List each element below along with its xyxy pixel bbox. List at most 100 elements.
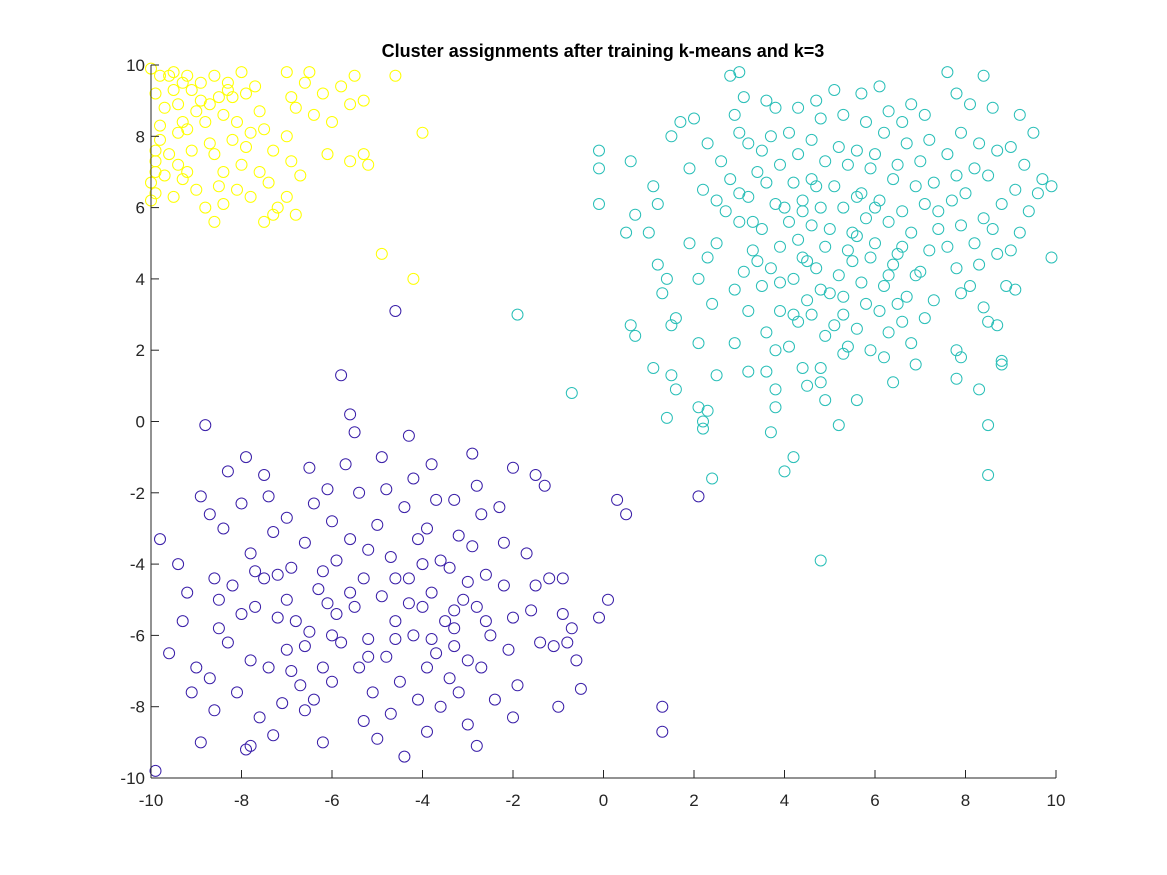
point-s1-107 <box>832 141 845 153</box>
point-s1-56 <box>769 101 782 114</box>
point-s2-143 <box>611 493 624 506</box>
point-s1-64 <box>764 262 777 275</box>
point-s0-32 <box>212 91 225 104</box>
point-s2-38 <box>280 511 293 524</box>
point-s2-124 <box>511 679 524 692</box>
point-s1-148 <box>900 137 913 150</box>
point-s1-240 <box>511 308 524 321</box>
point-s2-111 <box>466 540 479 553</box>
point-s0-89 <box>172 126 185 139</box>
point-s2-104 <box>448 622 461 635</box>
point-s1-4 <box>629 208 642 221</box>
point-s1-113 <box>832 269 845 282</box>
point-s0-9 <box>149 187 162 200</box>
point-s1-159 <box>918 108 931 121</box>
point-s1-7 <box>651 198 664 210</box>
point-s2-52 <box>321 483 334 496</box>
point-s1-193 <box>986 101 999 114</box>
point-s1-105 <box>828 84 841 96</box>
point-s1-78 <box>787 176 800 189</box>
point-s1-134 <box>878 126 890 139</box>
point-s0-64 <box>294 169 307 182</box>
point-s1-108 <box>841 158 854 171</box>
point-s2-131 <box>538 479 551 492</box>
point-s1-112 <box>841 244 854 257</box>
point-s2-157 <box>249 565 262 578</box>
point-s2-117 <box>470 739 483 752</box>
point-s0-75 <box>348 69 361 82</box>
point-s2-40 <box>289 615 302 628</box>
point-s1-82 <box>796 251 809 264</box>
point-s2-12 <box>203 508 216 521</box>
point-s2-25 <box>235 497 248 510</box>
point-s1-19 <box>660 411 673 424</box>
point-s1-149 <box>891 158 904 171</box>
point-s0-17 <box>172 158 185 171</box>
point-s2-91 <box>425 458 438 471</box>
point-s2-96 <box>439 615 452 628</box>
point-s1-70 <box>769 383 782 396</box>
y-tick-label-10: 10 <box>126 56 145 75</box>
point-s1-43 <box>728 108 741 121</box>
point-s1-109 <box>828 180 841 193</box>
point-s0-39 <box>217 198 230 210</box>
point-s1-35 <box>701 251 714 264</box>
point-s1-130 <box>850 322 863 335</box>
point-s1-169 <box>941 66 954 79</box>
point-s2-39 <box>285 561 298 574</box>
point-s1-228 <box>746 215 759 228</box>
y-tick-label-2: -6 <box>130 626 145 645</box>
point-s2-85 <box>402 572 415 585</box>
point-s1-88 <box>801 379 814 392</box>
point-s2-35 <box>262 661 275 674</box>
point-s1-114 <box>837 290 850 303</box>
point-s0-49 <box>244 190 257 203</box>
point-s1-162 <box>927 176 940 189</box>
point-s1-155 <box>900 290 913 303</box>
point-s1-241 <box>565 387 578 399</box>
point-s0-22 <box>185 84 198 96</box>
point-s1-219 <box>774 276 786 289</box>
point-s2-54 <box>330 554 343 567</box>
point-s1-86 <box>783 340 795 353</box>
point-s2-155 <box>330 608 343 620</box>
point-s1-176 <box>941 240 954 253</box>
point-s2-95 <box>425 586 438 599</box>
point-s1-13 <box>665 319 678 332</box>
point-s1-221 <box>796 205 809 218</box>
point-s1-227 <box>801 255 814 268</box>
point-s1-29 <box>683 162 696 175</box>
point-s1-142 <box>873 305 886 317</box>
point-s1-156 <box>896 315 909 328</box>
point-s1-201 <box>991 319 1004 332</box>
point-s0-59 <box>280 66 293 79</box>
y-tick-label-1: -8 <box>130 698 145 717</box>
point-s1-15 <box>629 329 642 342</box>
point-s1-49 <box>746 244 759 257</box>
point-s2-164 <box>402 597 415 610</box>
point-s2-82 <box>407 472 420 485</box>
point-s2-103 <box>457 593 470 606</box>
point-s0-85 <box>203 98 216 111</box>
point-s1-68 <box>769 344 782 357</box>
point-s0-68 <box>303 66 316 79</box>
point-s1-171 <box>955 126 967 139</box>
point-s0-5 <box>149 144 162 157</box>
point-s2-19 <box>226 579 239 592</box>
point-s1-95 <box>805 219 818 232</box>
point-s2-122 <box>507 611 519 624</box>
point-s0-4 <box>154 133 166 146</box>
point-s0-21 <box>181 69 194 82</box>
point-s2-94 <box>434 554 447 567</box>
point-s1-71 <box>769 401 782 414</box>
point-s1-197 <box>986 223 999 235</box>
point-s1-181 <box>950 372 963 385</box>
point-s1-175 <box>955 219 967 232</box>
point-s1-189 <box>964 280 976 292</box>
point-s1-22 <box>701 404 714 417</box>
point-s1-72 <box>764 426 777 439</box>
point-s2-6 <box>181 586 194 599</box>
point-s2-73 <box>371 518 384 531</box>
x-tick-label-2: -6 <box>324 791 339 810</box>
x-tick-label-3: -4 <box>415 791 430 810</box>
